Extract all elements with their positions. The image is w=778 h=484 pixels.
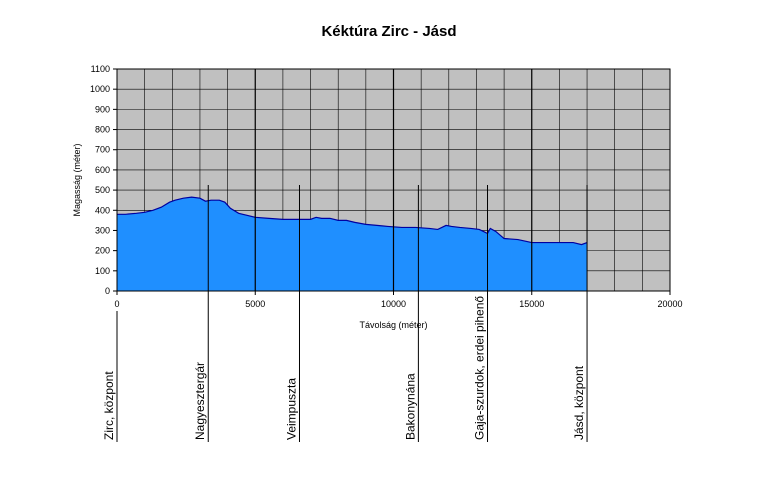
y-tick-label: 800 — [95, 125, 110, 135]
waypoint-markers: Zirc, központ Nagyesztergár Veimpuszta Bako… — [102, 185, 588, 442]
elevation-area — [117, 197, 588, 291]
x-axis-ticks: 0 5000 10000 15000 20000 — [114, 291, 683, 309]
y-tick-label: 0 — [105, 286, 110, 296]
x-tick-label: 10000 — [381, 299, 406, 309]
elevation-series — [117, 196, 588, 291]
x-tick-label: 0 — [114, 299, 119, 309]
waypoint-label: Bakonynána — [403, 373, 417, 440]
waypoint-label: Nagyesztergár — [193, 362, 207, 440]
y-tick-label: 900 — [95, 104, 110, 114]
major-gridlines — [254, 69, 533, 291]
x-tick-label: 20000 — [657, 299, 682, 309]
x-tick-label: 5000 — [245, 299, 265, 309]
elevation-line — [117, 196, 588, 246]
y-tick-label: 700 — [95, 145, 110, 155]
chart-title: Kéktúra Zirc - Jásd — [321, 23, 456, 40]
y-tick-label: 100 — [95, 266, 110, 276]
y-tick-label: 400 — [95, 205, 110, 215]
x-axis-label: Távolság (méter) — [359, 320, 427, 330]
waypoint-label: Jásd, központ — [572, 365, 586, 440]
y-axis-ticks: 0 100 200 300 400 500 600 700 800 900 1000 1100 — [90, 64, 117, 296]
y-tick-label: 1100 — [91, 64, 110, 74]
y-tick-label: 500 — [95, 185, 110, 195]
waypoint-label: Veimpuszta — [284, 378, 298, 440]
y-tick-label: 600 — [95, 165, 110, 175]
y-axis-label: Magasság (méter) — [72, 143, 82, 216]
waypoint-label: Zirc, központ — [102, 371, 116, 440]
waypoint-label: Gaja-szurdok, erdei pihenő — [473, 296, 487, 440]
y-tick-label: 300 — [95, 225, 110, 235]
x-tick-label: 15000 — [519, 299, 544, 309]
y-tick-label: 1000 — [90, 84, 110, 94]
y-tick-label: 200 — [95, 246, 110, 256]
